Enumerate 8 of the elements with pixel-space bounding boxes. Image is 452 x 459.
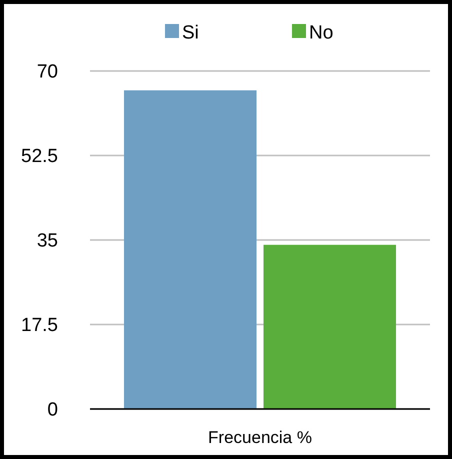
- y-tick-label: 0: [47, 400, 58, 421]
- y-tick-label: 70: [36, 62, 58, 83]
- y-tick-label: 52.5: [21, 146, 58, 168]
- y-tick-label: 35: [36, 230, 58, 252]
- legend-label: Si: [182, 22, 199, 44]
- legend-label: No: [309, 22, 334, 44]
- y-tick-label: 17.5: [21, 315, 58, 336]
- x-tick-label: Frecuencia %: [208, 428, 312, 447]
